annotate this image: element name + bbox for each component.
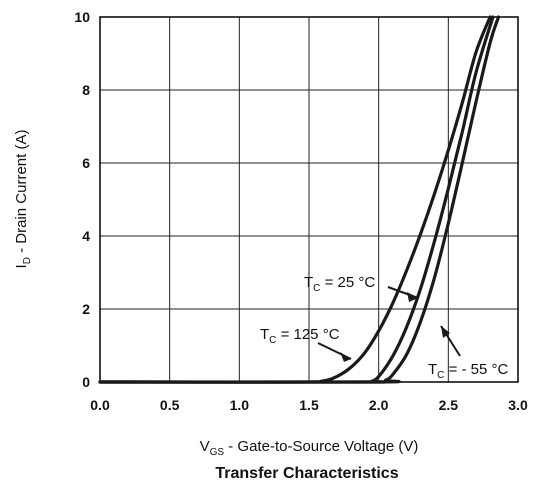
annotation-tc-minus55c-main: T	[428, 361, 437, 378]
x-axis-title-rest: - Gate-to-Source Voltage (V)	[224, 438, 418, 455]
annotation-tc-25c-arrowhead	[407, 292, 418, 302]
x-tick-label: 0.5	[160, 397, 180, 413]
annotation-tc-minus55c-rest: = - 55 °C	[444, 361, 508, 378]
annotation-tc-minus55c: TC = - 55 °C	[428, 361, 509, 381]
y-axis-title-main: I	[13, 264, 30, 268]
annotation-tc-minus55c-arrowhead	[441, 326, 450, 338]
x-axis-title-sub: GS	[210, 447, 225, 458]
y-tick-label: 10	[74, 9, 90, 25]
annotation-tc-125c-rest: = 125 °C	[276, 326, 339, 343]
y-tick-label: 6	[82, 155, 90, 171]
annotation-tc-25c-main: T	[304, 274, 313, 291]
x-tick-label: 3.0	[508, 397, 528, 413]
annotation-tc-25c: TC = 25 °C	[304, 274, 375, 294]
y-tick-label: 4	[82, 228, 90, 244]
x-tick-label: 1.5	[299, 397, 319, 413]
series-annotations: TC = 125 °CTC = 25 °CTC = - 55 °C	[260, 274, 509, 381]
x-axis-title: VGS - Gate-to-Source Voltage (V)	[200, 438, 419, 458]
x-tick-label: 0.0	[90, 397, 110, 413]
x-tick-label: 2.5	[439, 397, 459, 413]
annotation-tc-125c-main: T	[260, 326, 269, 343]
chart-title: Transfer Characteristics	[215, 465, 398, 482]
y-axis-title: ID - Drain Current (A)	[13, 130, 33, 269]
x-tick-label: 1.0	[230, 397, 250, 413]
y-tick-label: 0	[82, 374, 90, 390]
tick-labels: 0.0 0.5 1.0 1.5 2.0 2.5 3.0 0 2 4 6 8 10	[74, 9, 528, 413]
series-curves	[98, 15, 501, 384]
y-tick-label: 8	[82, 82, 90, 98]
y-axis-title-sub: D	[22, 257, 33, 264]
annotation-tc-125c-sub: C	[269, 335, 276, 346]
y-axis-title-rest: - Drain Current (A)	[13, 130, 30, 258]
x-tick-label: 2.0	[369, 397, 389, 413]
grid-lines	[99, 16, 519, 383]
x-axis-title-main: V	[200, 438, 210, 455]
y-tick-label: 2	[82, 301, 90, 317]
curve-tc-minus55c	[98, 15, 501, 384]
annotation-tc-125c: TC = 125 °C	[260, 326, 340, 346]
annotation-tc-minus55c-sub: C	[437, 370, 444, 381]
annotation-tc-125c-arrowhead	[340, 352, 351, 362]
annotation-tc-25c-sub: C	[313, 283, 320, 294]
annotation-tc-25c-rest: = 25 °C	[320, 274, 375, 291]
